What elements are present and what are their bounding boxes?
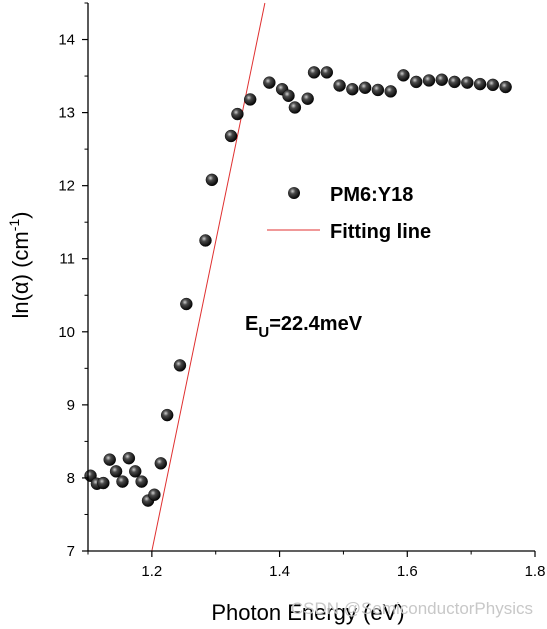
data-point xyxy=(500,81,512,93)
data-point xyxy=(410,76,422,88)
y-tick-label: 10 xyxy=(58,324,75,341)
y-axis-title-sup: -1 xyxy=(6,219,22,232)
y-tick-label: 12 xyxy=(58,178,75,195)
legend-marker-icon xyxy=(288,187,300,199)
legend-item-scatter: PM6:Y18 xyxy=(288,184,413,206)
data-point xyxy=(231,108,243,120)
data-point xyxy=(372,84,384,96)
plot-points xyxy=(85,66,512,506)
data-point xyxy=(129,465,141,477)
urbach-energy-annotation: EU=22.4meV xyxy=(245,313,363,341)
data-point xyxy=(423,74,435,86)
plot-lines xyxy=(152,3,265,551)
data-point xyxy=(174,359,186,371)
data-point xyxy=(110,465,122,477)
data-point xyxy=(487,79,499,91)
data-point xyxy=(334,80,346,92)
y-tick-label: 9 xyxy=(67,397,75,414)
annotation-sub: U xyxy=(258,324,269,341)
data-point xyxy=(263,77,275,89)
x-tick-label: 1.8 xyxy=(525,563,546,580)
data-point xyxy=(302,93,314,105)
legend: PM6:Y18 Fitting line xyxy=(267,184,431,243)
x-tick-label: 1.4 xyxy=(269,563,290,580)
data-point xyxy=(449,76,461,88)
y-tick-label: 14 xyxy=(58,32,75,49)
data-point xyxy=(244,93,256,105)
data-point xyxy=(116,476,128,488)
data-point xyxy=(161,409,173,421)
y-tick-label: 8 xyxy=(67,470,75,487)
watermark: CSDN @SemiconductorPhysics xyxy=(291,599,533,618)
fitting-line xyxy=(152,3,265,551)
data-point xyxy=(346,83,358,95)
annotation-main: E xyxy=(245,313,258,335)
y-tick-label: 11 xyxy=(59,251,75,268)
data-point xyxy=(359,82,371,94)
legend-item-line: Fitting line xyxy=(267,221,431,243)
y-axis-title: ln(α) (cm-1) xyxy=(6,211,33,318)
annotation-rest: =22.4meV xyxy=(269,313,363,335)
data-point xyxy=(180,298,192,310)
data-point xyxy=(436,74,448,86)
y-axis-title-end: ) xyxy=(8,211,33,218)
data-point xyxy=(148,489,160,501)
y-tick-label: 7 xyxy=(67,543,75,560)
data-point xyxy=(199,234,211,246)
data-point xyxy=(104,454,116,466)
data-point xyxy=(225,130,237,142)
data-point xyxy=(97,477,109,489)
data-point xyxy=(308,66,320,78)
ticks: 1.2 1.4 1.6 1.8 7 8 9 10 11 12 13 14 xyxy=(58,3,545,580)
data-point xyxy=(289,101,301,113)
data-point xyxy=(136,476,148,488)
data-point xyxy=(474,78,486,90)
data-point xyxy=(461,77,473,89)
y-tick-label: 13 xyxy=(58,105,75,122)
data-point xyxy=(397,69,409,81)
legend-label-line: Fitting line xyxy=(330,221,431,243)
legend-label-scatter: PM6:Y18 xyxy=(330,184,413,206)
x-tick-label: 1.6 xyxy=(397,563,418,580)
data-point xyxy=(283,90,295,102)
data-point xyxy=(155,457,167,469)
x-tick-label: 1.2 xyxy=(141,563,162,580)
data-point xyxy=(321,66,333,78)
data-point xyxy=(123,452,135,464)
data-point xyxy=(206,174,218,186)
y-axis-title-main: ln(α) (cm xyxy=(8,231,33,318)
data-point xyxy=(385,85,397,97)
